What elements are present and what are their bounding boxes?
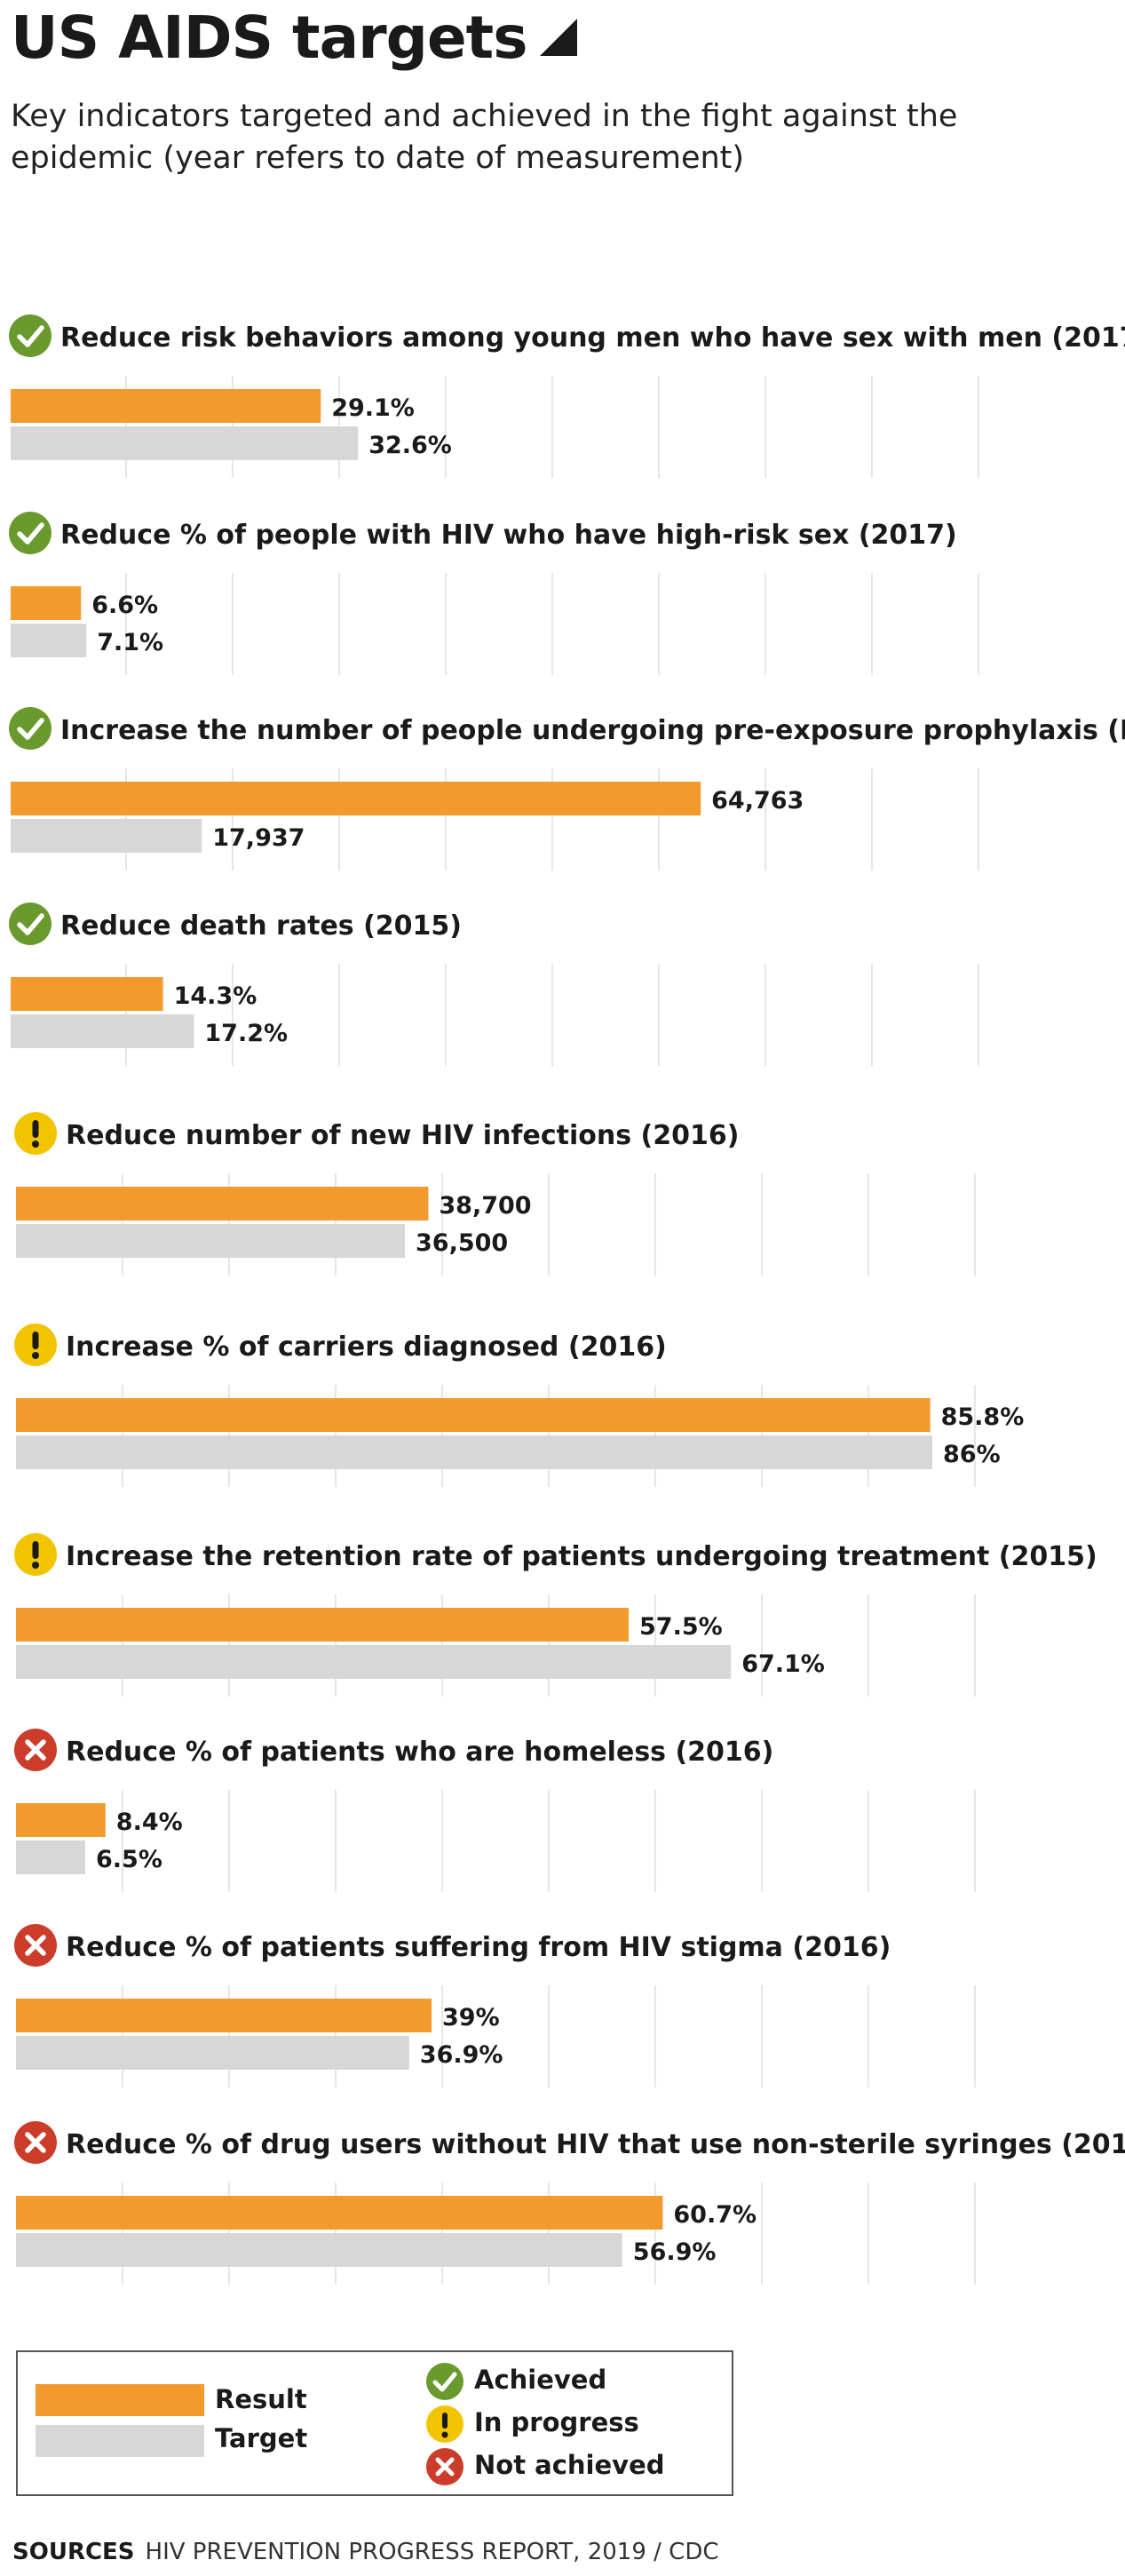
legend-achieved-label: Achieved	[474, 2365, 607, 2395]
result-value-label: 8.4%	[116, 1809, 183, 1836]
indicator-label: Reduce number of new HIV infections (201…	[66, 1120, 739, 1151]
in-progress-icon-dot	[32, 1141, 39, 1148]
indicator-label: Reduce % of drug users without HIV that …	[66, 2129, 1125, 2160]
result-value-label: 39%	[442, 2004, 500, 2031]
target-value-label: 7.1%	[97, 629, 163, 656]
achieved-icon-check	[17, 718, 44, 740]
result-value-label: 14.3%	[174, 982, 257, 1010]
indicator-label: Increase the number of people undergoing…	[60, 715, 1125, 746]
achieved-icon	[9, 314, 51, 357]
result-value-label: 60.7%	[673, 2201, 757, 2229]
achieved-icon	[426, 2363, 463, 2400]
not-achieved-icon-x	[25, 1739, 46, 1761]
result-bar	[16, 1398, 931, 1432]
legend-result-swatch	[36, 2384, 204, 2416]
target-value-label: 36.9%	[420, 2041, 503, 2069]
triangle-icon	[539, 19, 577, 56]
target-value-label: 67.1%	[741, 1650, 825, 1678]
target-bar	[11, 819, 202, 853]
result-value-label: 57.5%	[639, 1613, 723, 1641]
target-bar	[11, 1014, 194, 1048]
target-value-label: 6.5%	[96, 1846, 162, 1873]
in-progress-icon-bar	[32, 1120, 39, 1138]
legend-result-label: Result	[215, 2384, 307, 2414]
in-progress-icon	[426, 2405, 463, 2443]
result-value-label: 85.8%	[941, 1403, 1025, 1431]
result-bar	[16, 1187, 429, 1220]
result-bar	[11, 782, 701, 815]
indicator-label: Reduce risk behaviors among young men wh…	[60, 322, 1125, 354]
result-bar	[11, 977, 163, 1011]
target-bar	[11, 426, 359, 460]
indicator-label: Increase the retention rate of patients …	[66, 1541, 1097, 1572]
result-value-label: 38,700	[439, 1192, 531, 1220]
chart-subtitle: Key indicators targeted and achieved in …	[11, 99, 958, 176]
target-value-label: 17.2%	[204, 1020, 288, 1047]
legend: Result Target Achieved In progress Not a…	[16, 2350, 733, 2496]
target-bar	[16, 1435, 932, 1469]
result-bar	[16, 1608, 629, 1642]
sources-text: HIV PREVENTION PROGRESS REPORT, 2019 / C…	[145, 2539, 719, 2565]
achieved-icon	[9, 512, 51, 554]
target-bar	[16, 2036, 409, 2070]
result-bar	[16, 1803, 106, 1837]
in-progress-icon-bar	[32, 1541, 39, 1559]
sources: SOURCES HIV PREVENTION PROGRESS REPORT, 2…	[12, 2539, 719, 2565]
legend-target-swatch	[36, 2425, 204, 2457]
result-bar	[11, 586, 82, 620]
target-value-label: 17,937	[212, 824, 305, 852]
result-bar	[16, 1999, 432, 2032]
achieved-icon-check	[17, 325, 44, 347]
not-achieved-icon	[426, 2448, 463, 2485]
chart-title: US AIDS targets	[11, 4, 577, 72]
achieved-icon-check	[17, 522, 44, 545]
target-bar	[16, 2233, 622, 2267]
legend-target-label: Target	[215, 2423, 308, 2453]
sources-label: SOURCES	[12, 2539, 135, 2565]
target-value-label: 32.6%	[368, 432, 452, 459]
not-achieved-icon-x	[25, 1935, 46, 1956]
achieved-icon-check	[17, 913, 44, 935]
indicator-label: Reduce % of people with HIV who have hig…	[60, 520, 957, 551]
achieved-icon	[9, 707, 51, 750]
achieved-icon	[9, 902, 51, 945]
target-bar	[16, 1224, 405, 1258]
result-value-label: 64,763	[711, 787, 804, 815]
target-value-label: 56.9%	[633, 2238, 717, 2266]
indicator-label: Reduce % of patients suffering from HIV …	[66, 1932, 891, 1963]
target-bar	[11, 624, 87, 657]
indicator-label: Reduce death rates (2015)	[60, 910, 462, 942]
indicator-label: Increase % of carriers diagnosed (2016)	[66, 1332, 667, 1363]
result-value-label: 29.1%	[331, 394, 415, 422]
target-value-label: 86%	[943, 1441, 1001, 1468]
legend-not-achieved-label: Not achieved	[474, 2450, 665, 2480]
result-bar	[16, 2196, 663, 2230]
target-value-label: 36,500	[416, 1229, 508, 1257]
indicator-chart: Reduce risk behaviors among young men wh…	[9, 314, 1125, 2285]
target-bar	[16, 1645, 732, 1679]
result-value-label: 6.6%	[91, 592, 158, 619]
legend-in-progress-label: In progress	[474, 2407, 639, 2437]
target-bar	[16, 1841, 85, 1874]
not-achieved-icon-x	[25, 2132, 46, 2153]
result-bar	[11, 389, 321, 423]
indicator-label: Reduce % of patients who are homeless (2…	[66, 1737, 773, 1768]
in-progress-icon-dot	[32, 1352, 39, 1359]
in-progress-icon-bar	[32, 1332, 39, 1349]
in-progress-icon-dot	[32, 1562, 39, 1569]
chart-title-text: US AIDS targets	[11, 4, 528, 72]
